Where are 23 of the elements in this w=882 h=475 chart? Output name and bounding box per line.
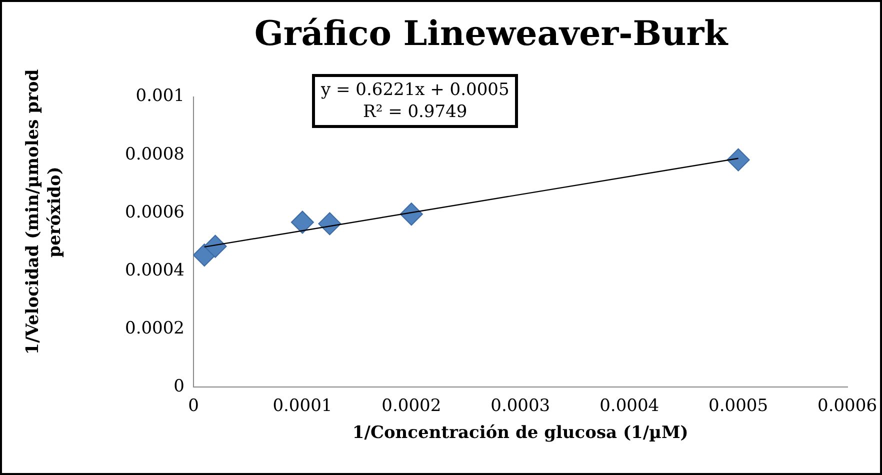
point [204, 234, 227, 258]
point [290, 210, 314, 234]
x-axis-title: 1/Concentración de glucosa (1/µM) [352, 423, 688, 444]
y-axis-title: 1/Velocidad (min/µmoles prod peróxido) [22, 68, 66, 357]
y-tick-label: 0.0008 [125, 144, 184, 164]
point [400, 202, 423, 226]
x-tick-label: 0 [188, 396, 199, 416]
x-tick-label: 0.0006 [818, 396, 877, 416]
point [318, 212, 342, 236]
y-tick-label: 0 [174, 376, 184, 397]
point [726, 148, 750, 172]
x-tick-label: 0.0004 [600, 396, 660, 416]
x-tick-label: 0.0005 [708, 396, 768, 416]
chart-title: Gráfico Lineweaver-Burk [254, 14, 730, 54]
annotation: y = 0.6221x + 0.0005 [321, 79, 510, 101]
y-tick-label: 0.0006 [125, 202, 184, 222]
x-tick-label: 0.0002 [382, 396, 442, 416]
y-tick-label: 0.0004 [125, 260, 184, 280]
x-tick-label: 0.0001 [272, 396, 332, 416]
y-tick-label: 0.0002 [125, 318, 184, 339]
annotation: R² = 0.9749 [362, 101, 468, 123]
y-tick-label: 0.001 [136, 86, 184, 106]
x-tick-label: 0.0003 [490, 396, 550, 416]
